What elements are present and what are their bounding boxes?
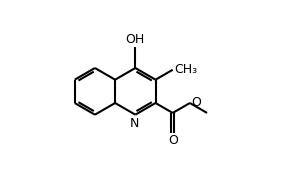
- Text: CH₃: CH₃: [174, 63, 197, 76]
- Text: O: O: [168, 134, 178, 147]
- Text: N: N: [130, 117, 139, 130]
- Text: O: O: [191, 96, 201, 109]
- Text: OH: OH: [126, 33, 145, 46]
